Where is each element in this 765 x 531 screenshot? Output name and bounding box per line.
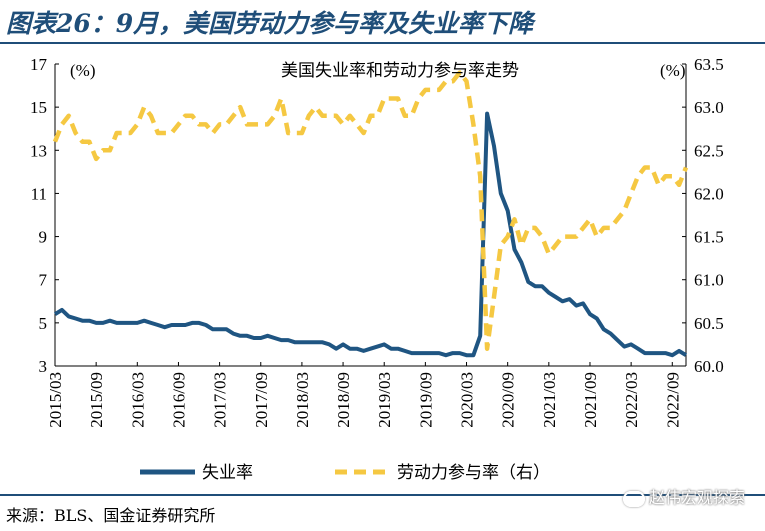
source-note: 来源：BLS、国金证券研究所 [6, 506, 216, 525]
watermark: 赵伟宏观探索 [622, 484, 745, 508]
left-axis-unit: (%) [70, 61, 95, 80]
x-tick-label: 2016/03 [128, 372, 147, 428]
right-tick-label: 62.5 [694, 141, 724, 160]
legend-label-1: 失业率 [202, 463, 253, 482]
right-tick-label: 63.0 [694, 98, 724, 117]
series-line-1 [53, 111, 688, 358]
legend-label-2: 劳动力参与率（右） [397, 463, 550, 482]
chart-series [52, 70, 689, 358]
figure-header: 图表26：9月，美国劳动力参与率及失业率下降 [0, 0, 765, 44]
left-tick-label: 3 [39, 357, 48, 376]
x-tick-label: 2022/09 [663, 372, 682, 428]
left-tick-label: 15 [30, 98, 47, 117]
watermark-text: 赵伟宏观探索 [648, 488, 745, 507]
chart: 3 5 7 9 11 13 15 17 60.0 60.5 61.0 61.5 62.0 62.5 63.0… [30, 55, 724, 482]
series-line-2 [52, 70, 689, 351]
x-tick-label: 2015/03 [46, 372, 65, 428]
x-tick-label: 2015/09 [87, 372, 106, 428]
x-tick-label: 2022/03 [622, 372, 641, 428]
x-tick-label: 2017/03 [211, 372, 230, 428]
right-tick-label: 61.0 [694, 271, 724, 290]
x-tick-label: 2017/09 [252, 372, 271, 428]
right-tick-label: 63.5 [694, 55, 724, 74]
x-tick-label: 2020/09 [499, 372, 518, 428]
right-tick-label: 60.5 [694, 314, 724, 333]
right-tick-label: 62.0 [694, 184, 724, 203]
x-tick-label: 2019/03 [375, 372, 394, 428]
left-tick-label: 7 [39, 271, 48, 290]
right-axis-unit: (%) [660, 61, 685, 80]
chart-axes: 3 5 7 9 11 13 15 17 60.0 60.5 61.0 61.5 62.0 62.5 63.0… [30, 55, 724, 428]
left-tick-label: 9 [39, 228, 48, 247]
x-tick-label: 2021/09 [581, 372, 600, 428]
figure-title: 图表26：9月，美国劳动力参与率及失业率下降 [6, 9, 534, 38]
chart-title: 美国失业率和劳动力参与率走势 [281, 61, 519, 80]
x-tick-label: 2018/03 [293, 372, 312, 428]
figure-footer: 来源：BLS、国金证券研究所 赵伟宏观探索 [0, 488, 765, 531]
left-tick-label: 11 [31, 184, 47, 203]
right-tick-label: 60.0 [694, 357, 724, 376]
right-tick-label: 61.5 [694, 228, 724, 247]
wechat-icon [622, 490, 645, 507]
x-tick-label: 2016/09 [169, 372, 188, 428]
x-tick-label: 2019/09 [416, 372, 435, 428]
x-tick-label: 2018/09 [334, 372, 353, 428]
legend: 失业率 劳动力参与率（右） [140, 463, 550, 482]
left-tick-label: 5 [39, 314, 48, 333]
left-tick-label: 17 [30, 55, 48, 74]
left-tick-label: 13 [30, 141, 47, 160]
x-tick-label: 2021/03 [540, 372, 559, 428]
x-tick-label: 2020/03 [458, 372, 477, 428]
